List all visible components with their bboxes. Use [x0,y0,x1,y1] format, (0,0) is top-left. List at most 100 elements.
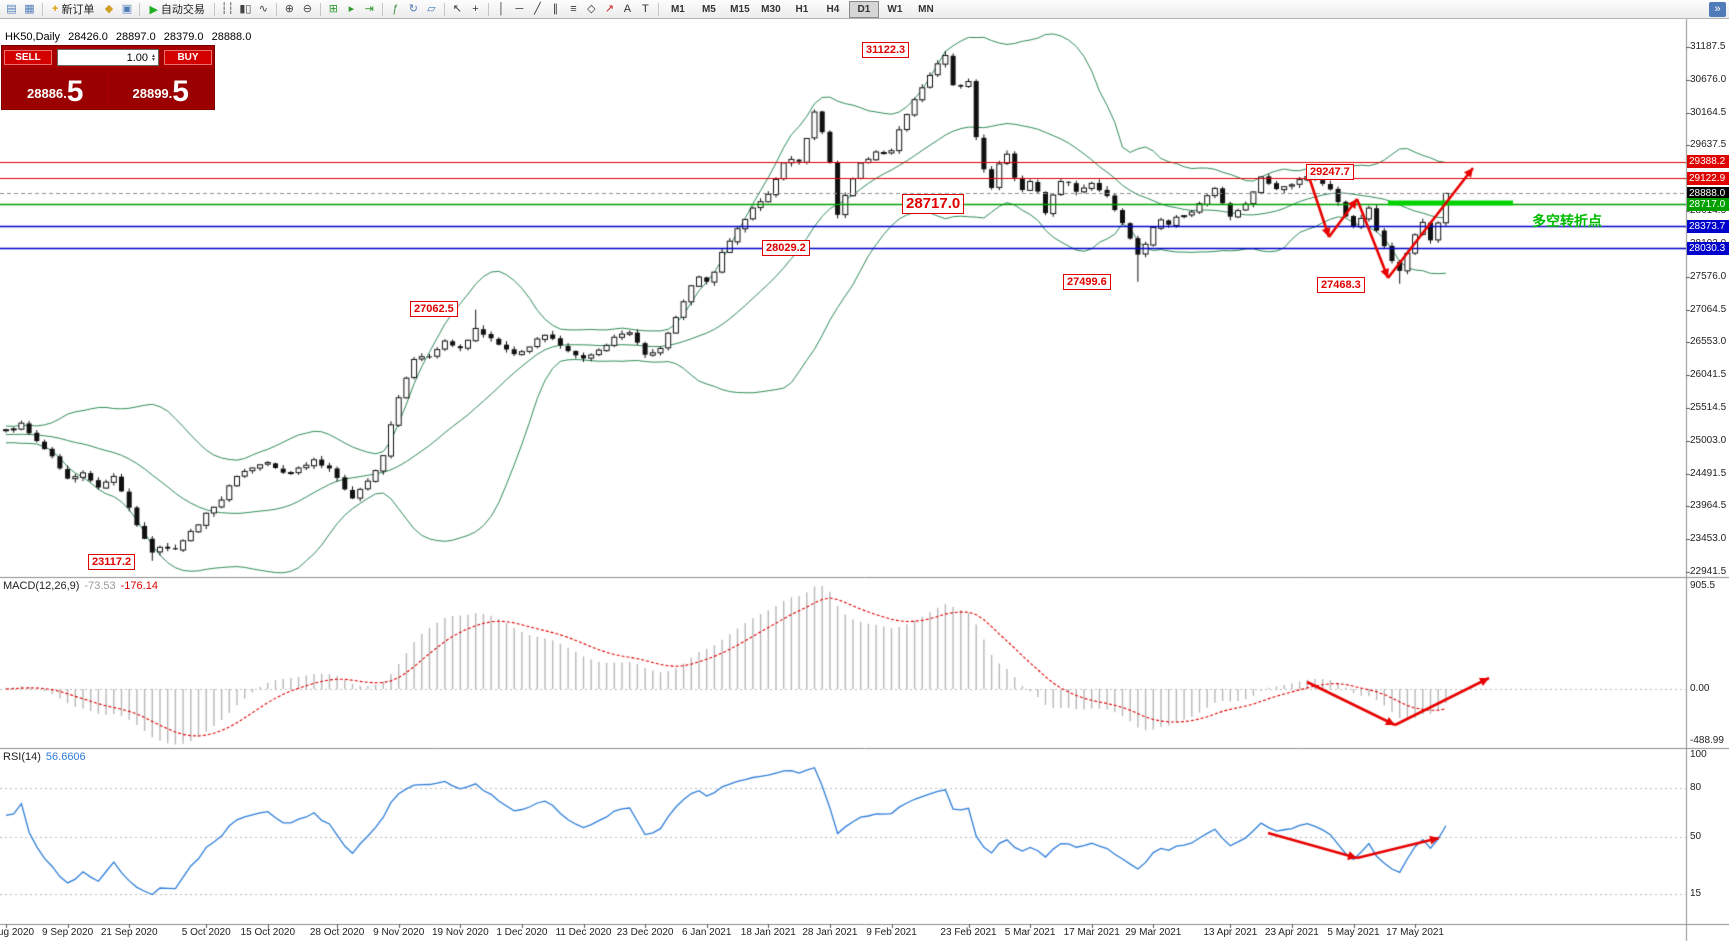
bar-chart-icon[interactable]: ┆┆ [220,2,235,15]
price-annotation-28717-0[interactable]: 28717.0 [902,194,965,214]
time-axis-label: 6 Jan 2021 [681,927,732,938]
price-tag-29388-2: 29388.2 [1687,155,1729,169]
toolbar-separator [42,2,43,16]
buy-button[interactable]: BUY [164,50,212,65]
one-click-trading-panel[interactable]: SELL 1.00 ▲ ▼ BUY 28886. 5 28899. 5 [1,45,215,110]
new-chart-icon[interactable]: ▤ [6,2,17,15]
timeframe-button-m5[interactable]: M5 [701,3,716,15]
label-icon[interactable]: T [642,2,649,15]
price-axis-tick: 30164.5 [1690,106,1727,118]
toolbar-overflow-icon[interactable]: » [1709,1,1726,17]
sell-button[interactable]: SELL [4,50,52,65]
crosshair-icon[interactable]: + [472,2,479,15]
time-axis-label: 17 May 2021 [1386,927,1445,938]
auto-scroll-icon[interactable]: ▸ [348,2,355,15]
time-axis-label: 1 Dec 2020 [496,927,548,938]
timeframe-button-mn[interactable]: MN [918,3,934,15]
rsi-axis-label: 80 [1690,782,1702,793]
refresh-icon[interactable]: ↻ [408,2,419,15]
text-icon[interactable]: A [623,2,632,15]
sell-price[interactable]: 28886. 5 [3,68,108,108]
horizontal-line-icon[interactable]: ─ [515,2,524,15]
timeframe-button-h1[interactable]: H1 [795,3,809,15]
chart-close: 28888.0 [211,31,252,43]
cursor-icon[interactable]: ↖ [452,2,463,15]
toolbar-separator [657,2,659,16]
price-axis-tick: 29637.5 [1690,139,1727,151]
macd-label: MACD(12,26,9) -73.53 -176.14 [3,580,158,592]
data-window-icon[interactable]: ▣ [121,2,133,15]
price-axis-tick: 23453.0 [1690,533,1727,545]
volume-value: 1.00 [126,51,149,64]
volume-spinner[interactable]: ▲ ▼ [151,52,156,63]
shapes-icon[interactable]: ◇ [587,2,596,15]
templates-icon[interactable]: ▱ [427,2,436,15]
profiles-icon[interactable]: ▦ [24,2,35,15]
price-tag-28373-7: 28373.7 [1687,219,1729,233]
sell-price-small: 28886. [27,86,67,101]
volume-up-icon[interactable]: ▲ [151,52,156,59]
indicators-icon[interactable]: ƒ [392,2,399,15]
price-axis-tick: 25003.0 [1690,434,1727,446]
price-annotation-28029-2[interactable]: 28029.2 [762,240,810,256]
toolbar-separator [275,2,277,16]
price-annotation-27062-5[interactable]: 27062.5 [410,301,458,317]
vertical-line-icon[interactable]: │ [497,2,505,15]
timeframe-button-d1[interactable]: D1 [848,0,879,18]
arrows-icon[interactable]: ↗ [604,2,615,15]
new-order-button[interactable]: + 新订单 [47,2,99,17]
bull-bear-turning-point-note[interactable]: 多空转折点 [1532,213,1602,229]
autotrading-icon: ▶ [149,3,158,16]
price-axis-tick: 26553.0 [1690,336,1727,348]
candlestick-chart-icon[interactable]: ▮▯ [239,2,252,15]
macd-axis-label: 905.5 [1690,580,1716,591]
time-axis-label: 28 Oct 2020 [309,927,365,938]
price-axis-tick: 26041.5 [1690,369,1727,381]
timeframe-button-w1[interactable]: W1 [887,3,903,15]
time-axis-label: 9 Nov 2020 [373,927,425,938]
rsi-label: RSI(14) 56.6606 [3,751,86,763]
rsi-axis-label: 15 [1690,888,1702,900]
price-annotation-27468-3[interactable]: 27468.3 [1317,277,1365,293]
price-axis-tick: 30676.0 [1690,73,1727,85]
autotrading-button[interactable]: ▶ 自动交易 [144,2,209,17]
zoom-in-icon[interactable]: ⊕ [284,2,295,15]
time-axis-label: 29 Mar 2021 [1125,927,1182,938]
trendline-icon[interactable]: ╱ [534,2,541,15]
time-axis-label: 19 Nov 2020 [431,927,489,938]
chart-high: 28897.0 [115,31,156,43]
zoom-out-icon[interactable]: ⊖ [302,2,313,15]
volume-down-icon[interactable]: ▼ [151,56,156,63]
toolbar-separator [443,2,445,16]
channel-icon[interactable]: ∥ [552,2,559,15]
time-axis-label: 5 May 2021 [1327,927,1380,938]
price-annotation-31122-3[interactable]: 31122.3 [862,42,910,58]
timeframe-button-m15[interactable]: M15 [730,3,750,15]
price-annotation-29247-7[interactable]: 29247.7 [1306,164,1354,180]
timeframe-button-h4[interactable]: H4 [826,3,840,15]
fibonacci-icon[interactable]: ≡ [570,2,577,15]
rsi-axis-label: 100 [1690,749,1707,761]
line-chart-icon[interactable]: ∿ [258,2,269,15]
tile-windows-icon[interactable]: ⊞ [328,2,339,15]
toolbar-separator [319,2,321,16]
timeframe-button-m30[interactable]: M30 [761,3,781,15]
price-tag-28717-0: 28717.0 [1687,197,1729,211]
chart-shift-icon[interactable]: ⇥ [364,2,375,15]
volume-input[interactable]: 1.00 ▲ ▼ [57,49,159,66]
time-axis-label: 9 Sep 2020 [42,927,94,938]
price-annotation-23117-2[interactable]: 23117.2 [88,554,136,570]
timeframe-button-m1[interactable]: M1 [670,3,685,15]
price-annotation-27499-6[interactable]: 27499.6 [1063,274,1111,290]
autotrading-button-label: 自动交易 [160,4,205,16]
price-axis-tick: 23964.5 [1690,500,1727,512]
buy-price[interactable]: 28899. 5 [108,68,213,108]
toolbar-separator [381,2,383,16]
time-axis-label: 28 Jan 2021 [802,927,858,938]
chart-symbol-period: HK50,Daily [5,31,61,43]
time-axis-label: 9 Feb 2021 [866,927,917,938]
metaeditor-icon[interactable]: ◆ [104,2,114,15]
price-tag-28030-3: 28030.3 [1687,241,1729,255]
rsi-name: RSI(14) [3,751,41,763]
